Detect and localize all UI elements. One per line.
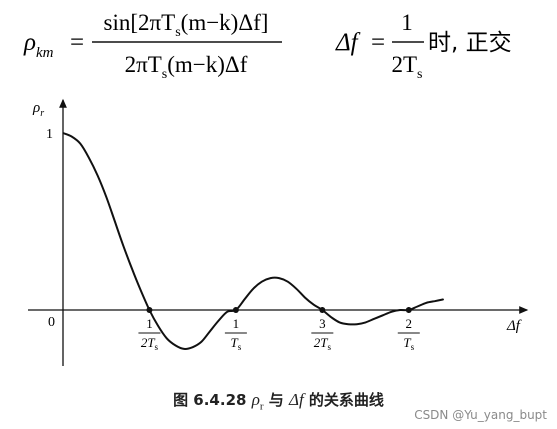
data-point [434, 300, 436, 302]
condition-numerator: 1 [401, 10, 413, 35]
condition-lhs: Δf [335, 29, 361, 56]
data-point [373, 318, 375, 320]
data-point [416, 305, 418, 308]
origin-label: 0 [48, 315, 55, 330]
caption-tail: 的关系曲线 [303, 391, 384, 409]
data-point [192, 346, 194, 348]
data-point [252, 288, 254, 290]
data-point [157, 325, 159, 327]
x-axis-label: Δf [506, 318, 522, 334]
zero-crossing-dot-2 [232, 307, 239, 313]
data-point [62, 132, 64, 134]
condition-eq: = [371, 29, 385, 56]
figure-caption: 图 6.4.28 ρr 与 Δf 的关系曲线 [0, 389, 557, 412]
caption-delta-f: Δf [288, 390, 304, 409]
x-tick-2: 1 Ts [224, 307, 247, 352]
data-point [287, 281, 289, 283]
x-tick-denominator: 2Ts [314, 335, 332, 352]
condition-denominator: 2Ts [391, 52, 422, 82]
data-point [174, 344, 176, 346]
x-tick-numerator: 1 [146, 316, 153, 331]
data-point [226, 311, 228, 313]
data-point [295, 288, 297, 290]
data-point [79, 143, 81, 145]
data-point [347, 323, 349, 325]
data-point [304, 297, 306, 299]
data-point [183, 348, 185, 350]
caption-rho: ρr [251, 390, 264, 413]
x-tick-denominator: Ts [403, 335, 414, 352]
condition-text: 时, 正交 [428, 30, 512, 56]
data-point [71, 135, 73, 138]
series-line-1 [62, 132, 444, 350]
formula-header: ρkm = sin[2πTs(m−k)Δf] 2πTs(m−k)Δf Δf = … [23, 10, 512, 82]
data-point [209, 330, 211, 332]
data-point [114, 220, 116, 223]
caption-figure-number: 图 6.4.28 [173, 391, 247, 409]
data-point [140, 289, 142, 292]
series-layer [62, 132, 444, 350]
data-point [356, 323, 358, 325]
data-point [200, 341, 202, 343]
y-axis-label: ρr [32, 100, 44, 119]
data-point [425, 302, 427, 304]
data-point [166, 337, 168, 339]
x-tick-denominator: Ts [231, 335, 242, 352]
x-tick-numerator: 1 [233, 316, 240, 331]
data-point [339, 321, 341, 323]
data-point [399, 309, 401, 311]
data-point [365, 321, 367, 323]
data-point [243, 298, 246, 300]
data-point [218, 320, 220, 322]
x-tick-numerator: 3 [319, 316, 326, 331]
x-tick-denominator: 2Ts [141, 335, 159, 352]
data-point [313, 304, 315, 306]
data-point [330, 316, 332, 318]
data-point [97, 174, 99, 177]
data-point [261, 281, 263, 283]
data-point [278, 277, 280, 279]
zero-crossing-dot-1 [146, 307, 153, 313]
data-point [269, 277, 272, 279]
zero-crossing-dot-4 [405, 307, 412, 313]
x-tick-4: 2 Ts [397, 307, 420, 352]
formula-denominator: 2πTs(m−k)Δf [125, 52, 248, 82]
data-point [390, 311, 393, 313]
data-point [382, 314, 384, 316]
x-tick-numerator: 2 [406, 316, 413, 331]
formula-lhs: ρkm [23, 29, 54, 61]
watermark: CSDN @Yu_yang_bupt [414, 408, 547, 422]
data-point [105, 196, 107, 198]
data-point [88, 157, 90, 159]
formula-eq: = [70, 29, 84, 56]
axes [28, 98, 529, 366]
data-point [442, 298, 444, 300]
caption-mid: 与 [263, 391, 289, 409]
data-point [122, 245, 125, 247]
data-point [131, 268, 133, 270]
formula-numerator: sin[2πTs(m−k)Δf] [104, 10, 269, 40]
zero-crossing-dot-3 [319, 307, 326, 313]
y-tick-label-1: 1 [46, 127, 53, 142]
